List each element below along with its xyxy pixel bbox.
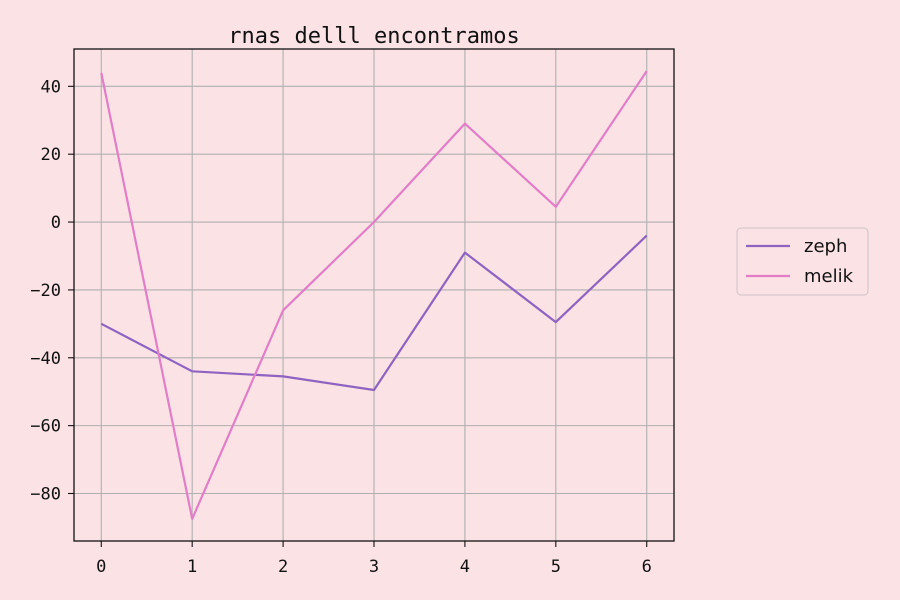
- axis-ticks: 0 1 2 3 4 5 6 40 20 0 −20 −40 −60 −80: [30, 77, 652, 577]
- grid: [74, 49, 674, 541]
- series-layer: [100, 70, 648, 521]
- chart-title: rnas delll encontramos: [228, 24, 519, 49]
- legend-box: [736, 227, 869, 296]
- legend-label-zeph: zeph: [804, 236, 847, 257]
- x-tick-label: 4: [460, 557, 470, 577]
- x-tick-label: 1: [187, 557, 197, 577]
- series-line-melik: [100, 70, 648, 521]
- y-tick-label: 20: [41, 145, 61, 165]
- y-tick-label: 40: [41, 77, 61, 97]
- y-tick-label: −40: [30, 349, 61, 369]
- x-tick-label: 6: [642, 557, 652, 577]
- x-tick-label: 0: [96, 557, 106, 577]
- x-tick-label: 3: [369, 557, 379, 577]
- legend-label-melik: melik: [804, 266, 854, 287]
- x-tick-label: 2: [278, 557, 288, 577]
- y-tick-label: −80: [30, 484, 61, 504]
- legend: zeph melik: [736, 227, 869, 296]
- series-line-zeph: [100, 234, 648, 392]
- y-tick-label: −60: [30, 417, 61, 437]
- y-tick-label: −20: [30, 281, 61, 301]
- x-tick-label: 5: [551, 557, 561, 577]
- y-tick-label: 0: [51, 213, 61, 233]
